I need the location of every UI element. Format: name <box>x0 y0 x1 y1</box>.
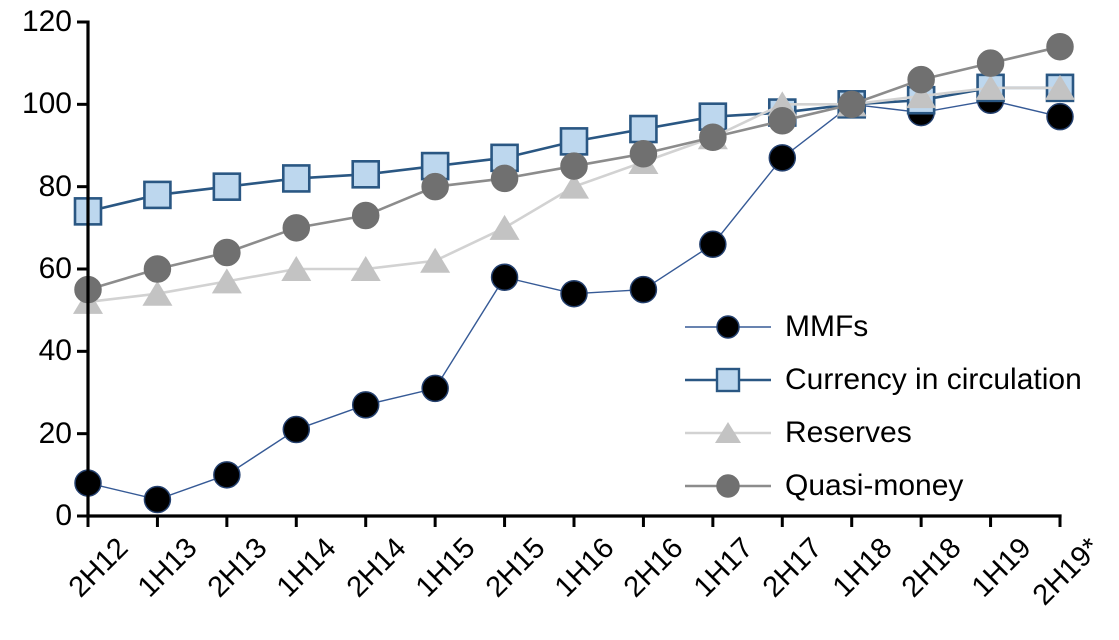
legend-item-reserves: Reserves <box>683 406 1082 459</box>
data-point <box>560 279 588 308</box>
data-point <box>421 172 449 201</box>
data-point <box>560 152 588 180</box>
data-point <box>212 172 242 201</box>
data-point <box>282 214 311 242</box>
legend-label: Reserves <box>785 415 912 449</box>
data-point <box>699 230 727 259</box>
data-point <box>281 256 312 281</box>
data-point <box>629 275 658 304</box>
data-point <box>281 164 311 193</box>
y-axis-label: 80 <box>38 169 72 203</box>
data-point <box>629 139 658 168</box>
data-point <box>768 144 797 172</box>
data-point <box>629 114 658 144</box>
y-axis-label: 60 <box>38 252 72 285</box>
data-point <box>1046 102 1074 131</box>
data-point <box>143 255 172 283</box>
data-point <box>907 65 935 94</box>
data-point <box>698 102 728 131</box>
data-point <box>1045 74 1075 100</box>
data-point <box>975 74 1006 100</box>
legend-item-quasi-money: Quasi-money <box>683 459 1082 512</box>
data-point <box>1046 32 1074 61</box>
data-point <box>490 263 519 291</box>
data-point <box>837 90 866 119</box>
data-point <box>282 415 311 444</box>
data-point <box>768 107 797 135</box>
data-point <box>213 238 241 267</box>
data-point <box>350 256 381 281</box>
data-point <box>351 160 381 189</box>
data-point <box>213 461 241 489</box>
data-point <box>490 164 519 193</box>
y-axis-label: 20 <box>38 416 72 450</box>
data-point <box>211 268 242 294</box>
legend-label: Quasi-money <box>785 468 964 502</box>
data-point <box>559 127 589 156</box>
legend-item-mmfs: MMFs <box>683 300 1082 353</box>
data-point <box>143 485 172 514</box>
mmfs-legend-marker-icon <box>685 314 771 339</box>
legend-item-currency: Currency in circulation <box>683 353 1082 406</box>
data-point <box>351 201 380 230</box>
data-point <box>976 49 1005 77</box>
data-point <box>142 280 173 306</box>
y-axis-label: 40 <box>38 334 72 368</box>
data-point <box>906 83 937 109</box>
legend: MMFs Currency in circulation Reserves Qu… <box>683 300 1082 512</box>
y-axis-label: 0 <box>55 499 72 532</box>
data-point <box>351 391 380 419</box>
data-point <box>420 151 450 181</box>
data-point <box>143 180 172 210</box>
data-point <box>699 123 727 152</box>
quasi-money-legend-marker-icon <box>685 473 771 498</box>
data-point <box>559 173 589 199</box>
data-point <box>489 214 520 240</box>
legend-label: Currency in circulation <box>785 362 1082 396</box>
reserves-legend-marker-icon <box>685 421 771 443</box>
y-axis-label: 100 <box>21 87 72 121</box>
legend-label: MMFs <box>785 309 869 343</box>
data-point <box>421 374 449 403</box>
y-axis-label: 120 <box>21 5 72 38</box>
data-point <box>420 247 451 273</box>
currency-legend-marker-icon <box>685 367 771 392</box>
